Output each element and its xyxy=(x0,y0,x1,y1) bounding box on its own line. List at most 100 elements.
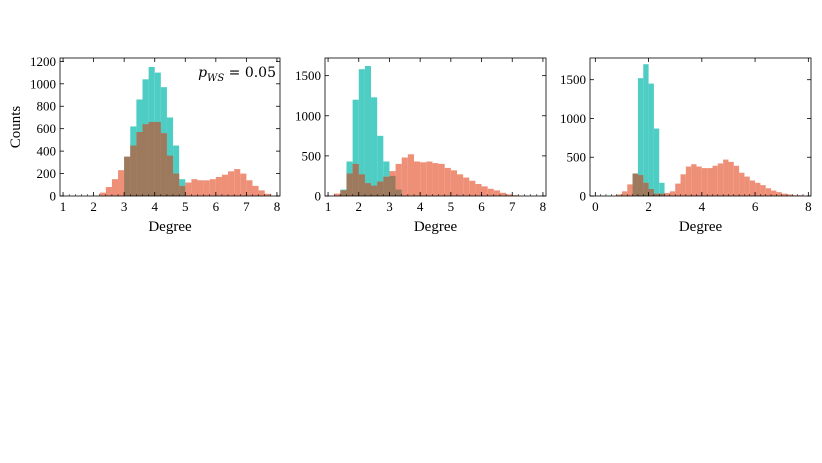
bar-series-a xyxy=(173,145,180,196)
bar-overlap xyxy=(136,132,143,196)
panel-3: 0 2 4 6 8 0 500 1000 1500 Degree xyxy=(560,57,812,235)
bar-series-b xyxy=(228,171,235,196)
bar-series-b xyxy=(691,164,697,196)
y-tick-label: 500 xyxy=(302,148,322,163)
bar-series-a xyxy=(371,97,378,196)
bar-series-b xyxy=(450,170,457,196)
y-axis-label: Counts xyxy=(8,106,24,149)
bar-series-b xyxy=(185,182,192,196)
bar-series-b xyxy=(118,170,125,196)
x-tick-label: 1 xyxy=(325,199,332,214)
y-tick-label: 0 xyxy=(50,189,57,204)
bar-series-b xyxy=(776,192,782,196)
bar-series-b xyxy=(414,161,421,196)
histogram-bars xyxy=(99,66,271,196)
x-tick-label: 0 xyxy=(592,199,599,214)
x-axis-label: Degree xyxy=(679,219,723,235)
bar-overlap xyxy=(637,175,644,196)
bar-overlap xyxy=(659,193,665,196)
bar-series-a xyxy=(358,69,365,196)
bar-series-b xyxy=(481,186,488,196)
bar-series-b xyxy=(426,161,433,196)
bar-series-b xyxy=(407,154,415,196)
bar-series-b xyxy=(506,194,513,196)
bar-series-b xyxy=(246,180,253,196)
bar-series-b xyxy=(432,163,439,196)
x-tick-label: 6 xyxy=(213,199,220,214)
x-tick-label: 3 xyxy=(121,199,128,214)
bar-overlap xyxy=(377,181,384,196)
bar-series-b xyxy=(680,174,686,196)
bar-overlap xyxy=(358,174,365,196)
bar-series-b xyxy=(760,185,766,196)
histogram-bars xyxy=(334,66,519,196)
bar-series-a xyxy=(364,66,372,196)
x-tick-label: 4 xyxy=(417,199,424,214)
x-tick-label: 4 xyxy=(699,199,706,214)
bar-series-b xyxy=(197,180,204,196)
bar-series-b xyxy=(215,176,222,196)
bar-overlap xyxy=(142,124,149,196)
bar-overlap xyxy=(653,193,660,196)
bar-series-b xyxy=(733,165,740,196)
bar-series-a xyxy=(643,64,649,197)
x-tick-label: 6 xyxy=(752,199,759,214)
bar-series-b xyxy=(723,159,729,196)
bar-series-b xyxy=(334,193,341,196)
bar-series-b xyxy=(781,193,788,196)
bar-series-b xyxy=(744,176,750,196)
x-tick-label: 3 xyxy=(386,199,393,214)
bar-overlap xyxy=(179,185,186,196)
histogram-bars xyxy=(616,64,804,197)
y-tick-label: 0 xyxy=(580,189,587,204)
bar-series-b xyxy=(456,174,464,196)
x-tick-label: 2 xyxy=(356,199,363,214)
bar-series-b xyxy=(105,187,112,196)
bar-series-b xyxy=(395,163,402,196)
bar-series-b xyxy=(701,168,708,196)
bar-series-b xyxy=(264,193,271,196)
bar-overlap xyxy=(352,163,359,196)
bar-series-b xyxy=(771,190,777,196)
bar-series-a xyxy=(648,83,654,196)
bar-series-b xyxy=(755,182,761,196)
y-tick-label: 800 xyxy=(37,99,57,114)
bar-series-a xyxy=(659,182,665,196)
bar-overlap xyxy=(173,173,180,196)
bar-series-b xyxy=(712,165,718,196)
bar-series-b xyxy=(685,166,692,196)
bar-series-b xyxy=(234,169,241,196)
bar-series-b xyxy=(696,166,702,196)
bar-series-b xyxy=(463,177,470,196)
plot-frame xyxy=(589,57,812,197)
bar-overlap xyxy=(346,173,353,196)
x-tick-label: 8 xyxy=(805,199,812,214)
plot-frame xyxy=(324,57,547,197)
x-tick-label: 1 xyxy=(60,199,67,214)
x-tick-label: 8 xyxy=(540,199,547,214)
bar-overlap xyxy=(383,176,390,196)
bar-series-b xyxy=(749,180,756,196)
bar-series-b xyxy=(707,168,713,196)
bar-series-b xyxy=(420,162,427,196)
bar-series-b xyxy=(717,163,724,196)
bar-series-b xyxy=(669,191,676,196)
bar-series-b xyxy=(664,192,670,196)
x-axis-label: Degree xyxy=(148,219,192,235)
bar-series-b xyxy=(487,188,494,196)
bar-overlap xyxy=(632,173,638,196)
bar-series-b xyxy=(475,183,482,196)
y-tick-label: 200 xyxy=(37,166,57,181)
y-tick-label: 0 xyxy=(315,189,322,204)
y-tick-label: 500 xyxy=(567,150,587,165)
bar-overlap xyxy=(395,189,402,196)
y-tick-label: 1000 xyxy=(30,76,56,91)
bar-series-b xyxy=(765,188,772,196)
x-axis-label: Degree xyxy=(414,219,458,235)
bar-series-b xyxy=(258,190,265,196)
bar-series-b xyxy=(444,167,451,196)
x-tick-label: 2 xyxy=(90,199,97,214)
bar-series-b xyxy=(627,184,633,196)
bar-series-b xyxy=(252,185,259,196)
